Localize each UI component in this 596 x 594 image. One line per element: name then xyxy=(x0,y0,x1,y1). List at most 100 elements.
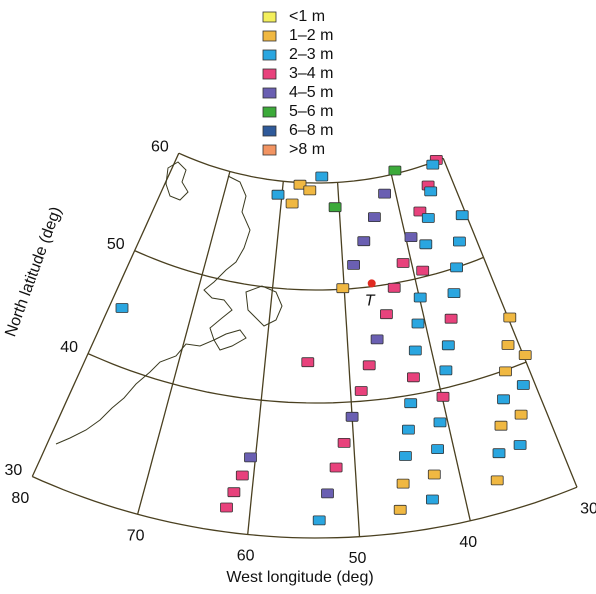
wave-height-point xyxy=(244,452,257,463)
wave-height-point xyxy=(499,366,512,377)
wave-height-point xyxy=(514,409,528,420)
wave-height-point xyxy=(329,462,343,473)
marker-label: T xyxy=(365,293,376,310)
lon-tick-label: 30 xyxy=(580,500,596,517)
legend-label: 6–8 m xyxy=(289,122,333,139)
wave-height-point xyxy=(441,340,455,351)
wave-height-point xyxy=(115,303,129,313)
wave-height-point xyxy=(421,213,435,223)
meridian-line xyxy=(31,152,180,477)
wave-height-point xyxy=(404,232,418,243)
wave-height-point xyxy=(354,386,368,396)
wave-height-point xyxy=(439,365,453,376)
wave-height-point xyxy=(285,198,299,209)
wave-height-point xyxy=(347,259,361,270)
wave-height-point xyxy=(518,350,532,361)
wave-height-point xyxy=(315,171,329,182)
wave-height-point xyxy=(494,420,508,431)
lat-tick-label: 60 xyxy=(151,138,169,155)
meridian-line xyxy=(136,171,231,515)
legend-label: 1–2 m xyxy=(289,27,333,44)
wave-height-point xyxy=(220,502,233,513)
wave-height-point xyxy=(388,165,402,176)
wave-height-point xyxy=(303,185,317,196)
wave-height-point xyxy=(227,487,241,498)
wave-height-point xyxy=(235,470,249,481)
legend-label: 5–6 m xyxy=(289,103,333,120)
wave-height-point xyxy=(362,360,376,371)
wave-height-point xyxy=(396,478,410,489)
wave-height-point xyxy=(497,394,510,405)
legend-label: <1 m xyxy=(289,8,325,25)
wave-height-point xyxy=(321,488,334,499)
meridian-line xyxy=(442,158,578,488)
wave-height-point xyxy=(387,282,401,293)
lon-tick-label: 40 xyxy=(459,534,477,551)
wave-height-point xyxy=(312,515,326,526)
wave-height-point xyxy=(455,210,469,221)
wave-height-point xyxy=(328,202,342,213)
wave-height-point xyxy=(513,440,527,450)
meridian-line xyxy=(390,174,471,521)
wave-height-point xyxy=(450,262,464,273)
coastline-greenland xyxy=(165,161,189,201)
wave-height-point xyxy=(393,504,407,515)
wave-height-point xyxy=(452,236,466,247)
wave-height-point xyxy=(436,391,450,402)
wave-height-point xyxy=(378,188,392,199)
wave-height-point xyxy=(444,313,458,324)
lon-tick-label: 80 xyxy=(11,490,29,507)
legend-label: 3–4 m xyxy=(289,65,333,82)
wave-height-point xyxy=(401,424,415,435)
wave-height-point xyxy=(379,309,393,320)
lon-tick-label: 70 xyxy=(127,528,145,545)
wave-height-point xyxy=(337,437,351,448)
parallel-line xyxy=(87,353,527,404)
wave-height-point xyxy=(427,469,441,480)
wave-height-point xyxy=(398,451,412,461)
wave-height-point xyxy=(426,159,440,170)
wave-height-point xyxy=(424,186,438,197)
wave-height-point xyxy=(490,475,504,486)
data-points: T xyxy=(115,154,532,526)
legend-swatch xyxy=(262,125,277,137)
wave-height-point xyxy=(301,357,315,368)
wave-height-point xyxy=(345,411,359,422)
wave-height-point xyxy=(404,398,418,409)
lat-tick-label: 50 xyxy=(107,236,125,253)
wave-height-point xyxy=(433,417,447,428)
coastline-north-america xyxy=(55,175,251,445)
wave-height-point xyxy=(396,258,410,268)
wave-height-point xyxy=(516,380,530,390)
lon-tick-label: 50 xyxy=(349,550,367,567)
parallel-line xyxy=(134,250,484,291)
legend-label: >8 m xyxy=(289,141,325,158)
legend-swatch xyxy=(262,144,277,156)
legend-swatch xyxy=(262,68,277,80)
wave-height-point xyxy=(271,189,285,200)
lat-tick-label: 30 xyxy=(5,462,23,479)
legend-swatch xyxy=(262,49,277,61)
legend: <1 m 1–2 m 2–3 m 3–4 m 4–5 m 5–6 m 6–8 m >8 m xyxy=(262,8,333,158)
meridian-line xyxy=(247,181,284,535)
x-axis-label: West longitude (deg) xyxy=(226,569,373,586)
wave-height-point xyxy=(357,236,371,247)
legend-label: 4–5 m xyxy=(289,84,333,101)
wave-height-point xyxy=(416,265,430,276)
wave-height-point xyxy=(367,212,381,223)
legend-swatch xyxy=(262,11,277,23)
meridian-line xyxy=(336,182,361,537)
wave-height-point xyxy=(406,372,420,383)
wave-height-point xyxy=(492,448,506,459)
coastline-newfoundland xyxy=(245,285,283,327)
wave-height-point xyxy=(408,345,422,356)
coastline xyxy=(55,161,283,445)
wave-height-point xyxy=(503,312,517,323)
lat-tick-label: 40 xyxy=(60,339,78,356)
wave-height-point xyxy=(425,494,439,505)
marker-point xyxy=(367,279,376,288)
wave-height-point xyxy=(293,179,307,190)
wave-height-point xyxy=(370,334,384,345)
